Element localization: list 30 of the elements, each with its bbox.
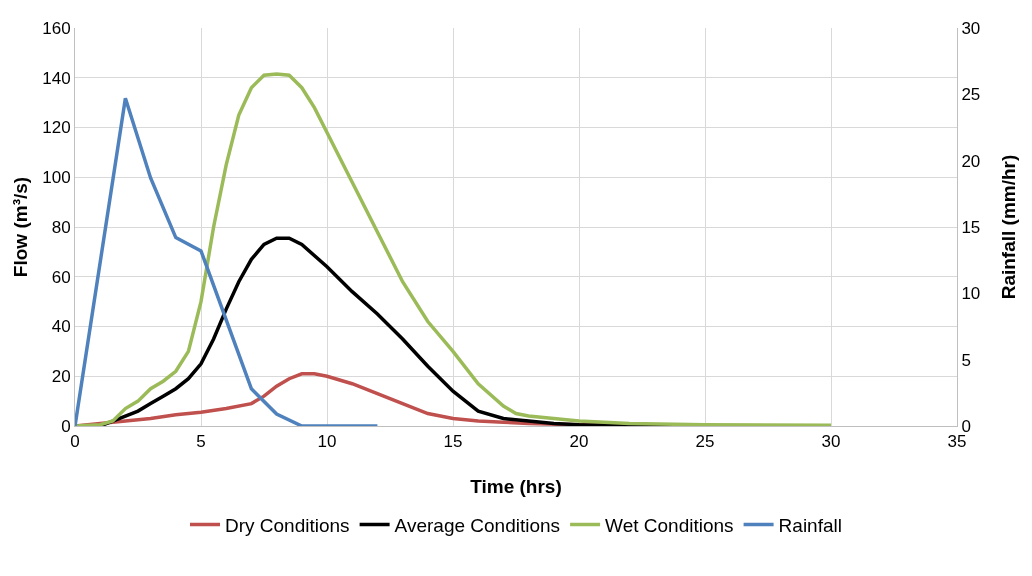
y2-tick-label: 10	[961, 284, 981, 304]
line-series	[75, 96, 380, 426]
y-tick-label: 160	[42, 18, 71, 38]
x-tick-label: 5	[196, 432, 206, 452]
y-tick-label: 60	[51, 267, 71, 287]
x-tick-label: 20	[569, 432, 589, 452]
y-tick-label: 140	[42, 68, 71, 88]
x-axis-title: Time (hrs)	[470, 476, 562, 497]
legend-label: Dry Conditions	[225, 514, 350, 536]
x-tick-label: 30	[821, 432, 841, 452]
legend-label: Average Conditions	[394, 514, 561, 536]
legend-label: Wet Conditions	[605, 514, 734, 536]
y2-tick-label: 5	[961, 350, 971, 370]
y-axis-title: Flow (m³/s)	[10, 176, 31, 278]
line-series	[75, 72, 833, 426]
y2-tick-label: 25	[961, 85, 981, 105]
y2-axis-title: Rainfall (mm/hr)	[997, 154, 1019, 300]
y-tick-label: 100	[42, 168, 71, 188]
y-tick-label: 80	[51, 217, 71, 237]
y-tick-label: 40	[51, 317, 71, 337]
y2-tick-label: 30	[961, 18, 981, 38]
x-tick-label: 25	[695, 432, 715, 452]
legend-label: Rainfall	[778, 514, 842, 536]
x-tick-label: 10	[317, 432, 337, 452]
x-tick-label: 15	[443, 432, 463, 452]
y-tick-label: 120	[42, 118, 71, 138]
y-tick-label: 0	[61, 416, 71, 436]
y-tick-label: 20	[51, 367, 71, 387]
y2-tick-label: 15	[961, 217, 981, 237]
y2-tick-label: 20	[961, 151, 981, 171]
